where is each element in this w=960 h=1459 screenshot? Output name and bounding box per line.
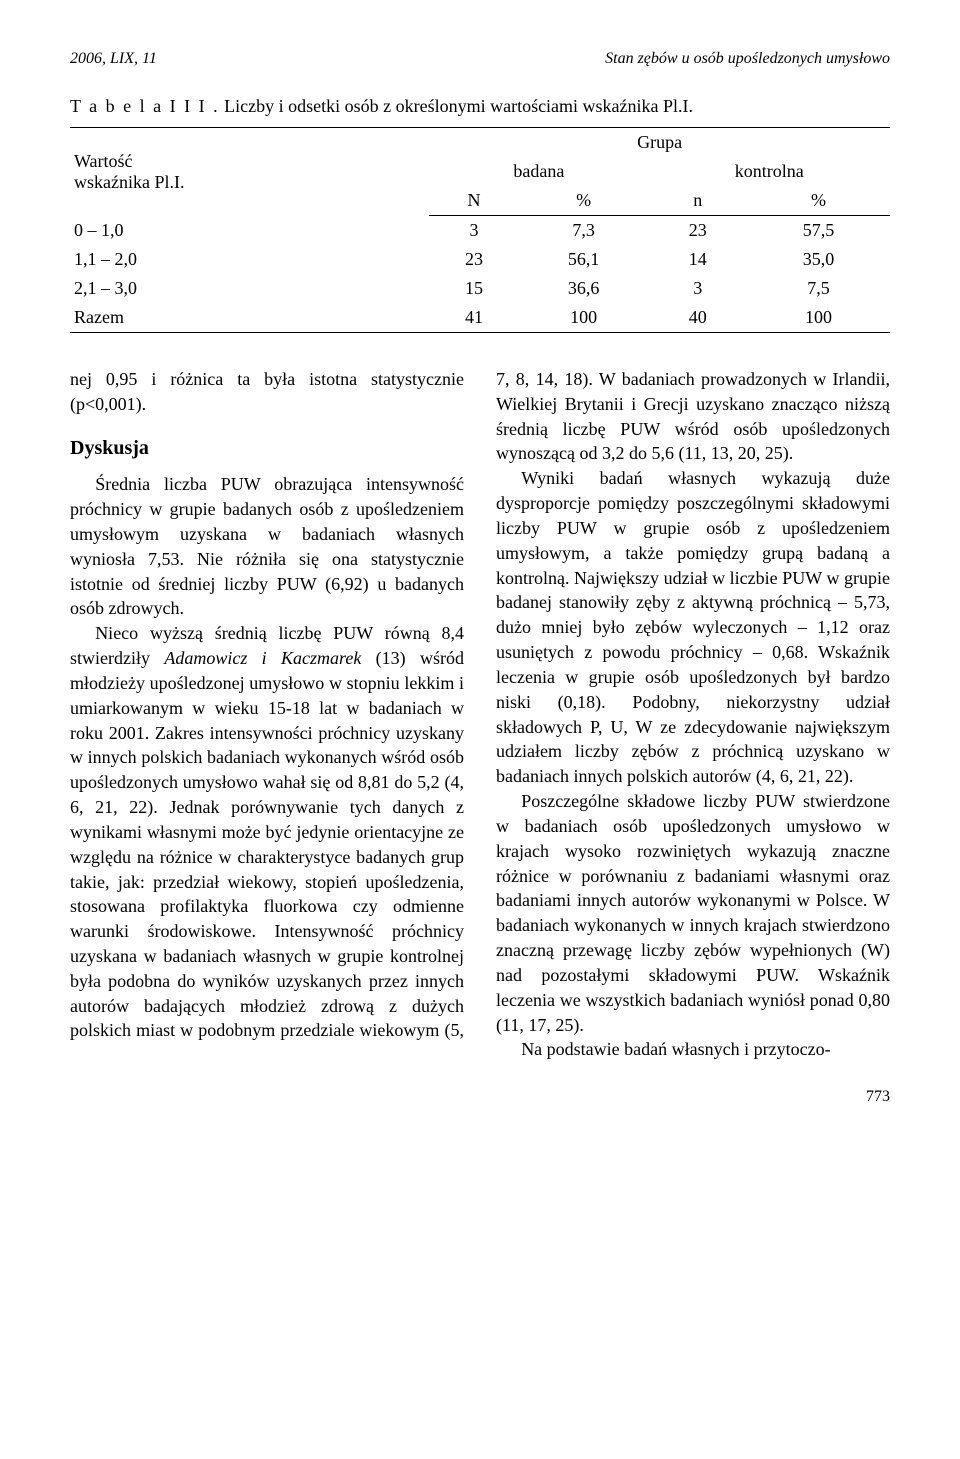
cell: 23 xyxy=(429,245,518,274)
cell: 14 xyxy=(648,245,747,274)
page-number: 773 xyxy=(70,1088,890,1106)
col-kontrolna: kontrolna xyxy=(648,157,890,186)
group-header: Grupa xyxy=(429,128,890,158)
sub-pct1: % xyxy=(519,186,649,216)
cell: 7,3 xyxy=(519,216,649,246)
row-label-line2: wskaźnika Pl.I. xyxy=(74,172,423,193)
paragraph: Na podstawie badań własnych i przytoczo- xyxy=(496,1037,890,1062)
sub-N: N xyxy=(429,186,518,216)
cell-label: 0 – 1,0 xyxy=(70,216,429,246)
cell: 100 xyxy=(747,303,890,333)
lead-fragment: nej 0,95 i różnica ta była istotna staty… xyxy=(70,367,464,417)
table-row: 1,1 – 2,0 23 56,1 14 35,0 xyxy=(70,245,890,274)
table-caption: T a b e l a I I I . Liczby i odsetki osó… xyxy=(70,96,890,117)
cell: 3 xyxy=(648,274,747,303)
cell: 100 xyxy=(519,303,649,333)
sub-n: n xyxy=(648,186,747,216)
sub-pct2: % xyxy=(747,186,890,216)
cell: 35,0 xyxy=(747,245,890,274)
cell: 41 xyxy=(429,303,518,333)
cell-label: Razem xyxy=(70,303,429,333)
table-row: 0 – 1,0 3 7,3 23 57,5 xyxy=(70,216,890,246)
cell: 57,5 xyxy=(747,216,890,246)
running-head: 2006, LIX, 11 Stan zębów u osób upośledz… xyxy=(70,50,890,68)
running-head-right: Stan zębów u osób upośledzonych umysłowo xyxy=(605,50,890,68)
paragraph: Średnia liczba PUW obrazująca intensywno… xyxy=(70,472,464,621)
table-row: Razem 41 100 40 100 xyxy=(70,303,890,333)
col-badana: badana xyxy=(429,157,648,186)
running-head-left: 2006, LIX, 11 xyxy=(70,50,157,68)
paragraph: Poszczególne składowe liczby PUW stwierd… xyxy=(496,789,890,1037)
author-emphasis: Adamowicz i Kaczmarek xyxy=(164,648,361,668)
cell: 56,1 xyxy=(519,245,649,274)
cell: 36,6 xyxy=(519,274,649,303)
section-heading: Dyskusja xyxy=(70,435,464,463)
cell: 40 xyxy=(648,303,747,333)
paragraph: Wyniki badań własnych wykazują duże dysp… xyxy=(496,466,890,789)
table-caption-rest: Liczby i odsetki osób z określonymi wart… xyxy=(220,96,693,116)
cell: 23 xyxy=(648,216,747,246)
body-columns: nej 0,95 i różnica ta była istotna staty… xyxy=(70,367,890,1062)
cell: 3 xyxy=(429,216,518,246)
cell: 15 xyxy=(429,274,518,303)
data-table: Wartość wskaźnika Pl.I. Grupa badana kon… xyxy=(70,127,890,333)
table-caption-lead: T a b e l a I I I . xyxy=(70,96,220,116)
cell-label: 1,1 – 2,0 xyxy=(70,245,429,274)
row-label-line1: Wartość xyxy=(74,151,423,172)
cell-label: 2,1 – 3,0 xyxy=(70,274,429,303)
table-row: 2,1 – 3,0 15 36,6 3 7,5 xyxy=(70,274,890,303)
cell: 7,5 xyxy=(747,274,890,303)
